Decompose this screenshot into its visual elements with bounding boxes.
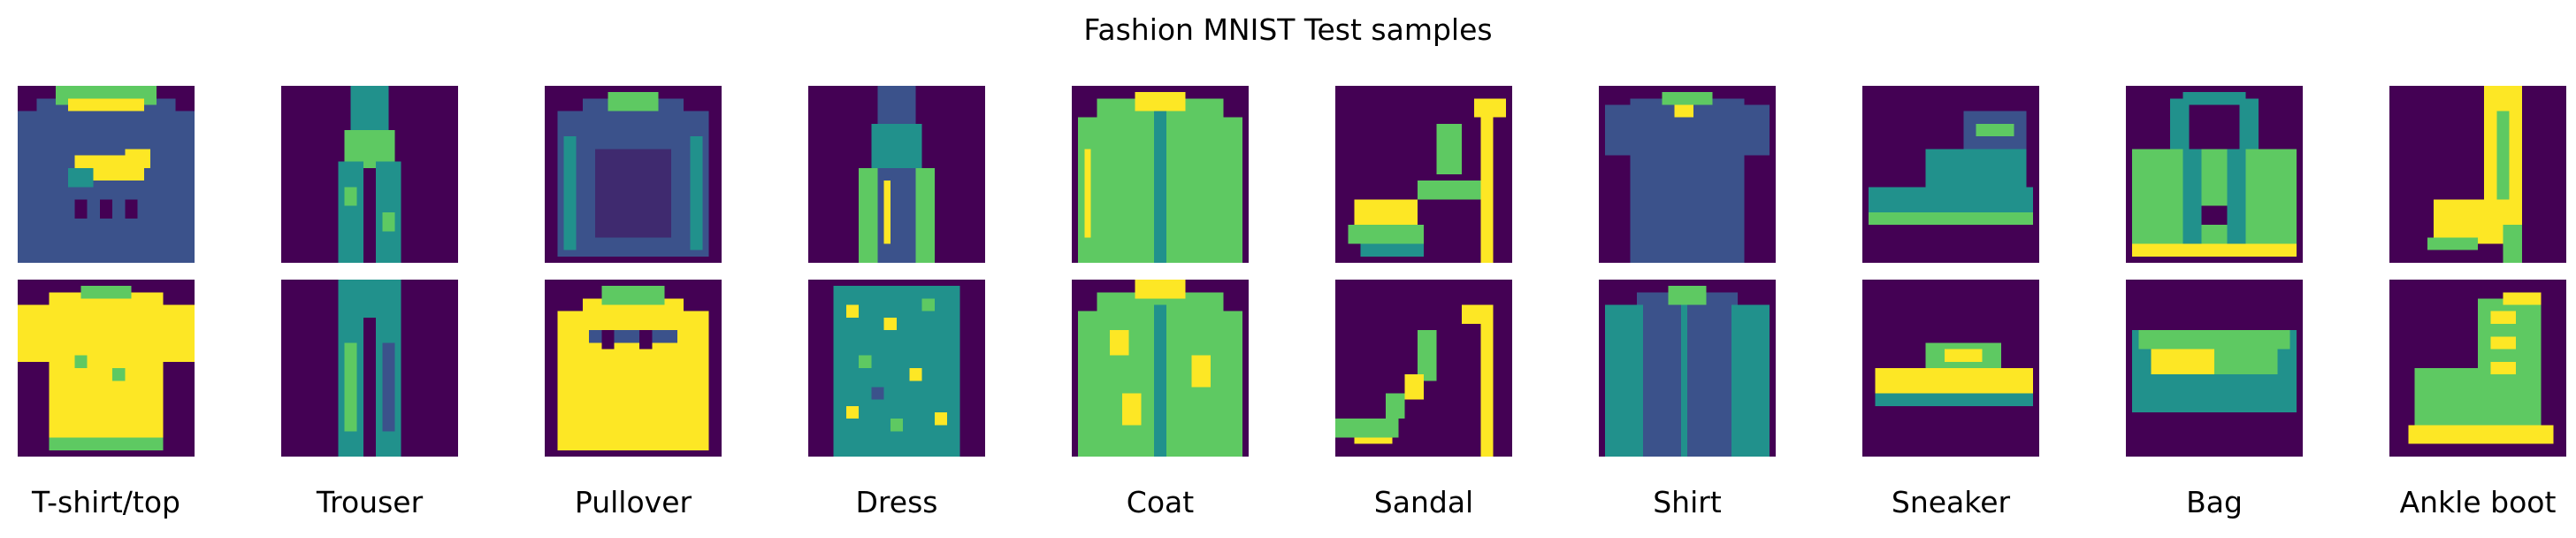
sample-image [281,280,458,457]
sample-image [1335,280,1512,457]
sample-image [2126,280,2303,457]
sample-image [1335,86,1512,263]
class-column: Bag [2126,0,2303,538]
sample-image [545,280,722,457]
sample-image [18,280,195,457]
class-column: Ankle boot [2389,0,2566,538]
class-label: Coat [1126,485,1195,519]
class-label: Pullover [574,485,692,519]
class-column: Sneaker [1862,0,2039,538]
class-label: Shirt [1653,485,1722,519]
sample-image [281,86,458,263]
class-label: T-shirt/top [31,485,180,519]
sample-image [1072,86,1249,263]
class-column: T-shirt/top [18,0,195,538]
sample-image [1862,280,2039,457]
class-label: Ankle boot [2399,485,2557,519]
sample-image [1862,86,2039,263]
sample-image [2389,86,2566,263]
sample-image [2126,86,2303,263]
class-label: Trouser [316,485,424,519]
sample-image [808,280,985,457]
class-column: Sandal [1335,0,1512,538]
class-label: Sneaker [1891,485,2011,519]
figure-title: Fashion MNIST Test samples [1083,12,1493,47]
class-column: Pullover [545,0,722,538]
class-label: Bag [2186,485,2243,519]
class-column: Trouser [281,0,458,538]
class-label: Dress [855,485,938,519]
sample-image [1072,280,1249,457]
sample-image [18,86,195,263]
sample-image [1599,86,1776,263]
sample-image [1599,280,1776,457]
sample-image [545,86,722,263]
class-column: Shirt [1599,0,1776,538]
class-column: Coat [1072,0,1249,538]
class-column: Dress [808,0,985,538]
sample-image [808,86,985,263]
class-label: Sandal [1373,485,1474,519]
sample-image [2389,280,2566,457]
